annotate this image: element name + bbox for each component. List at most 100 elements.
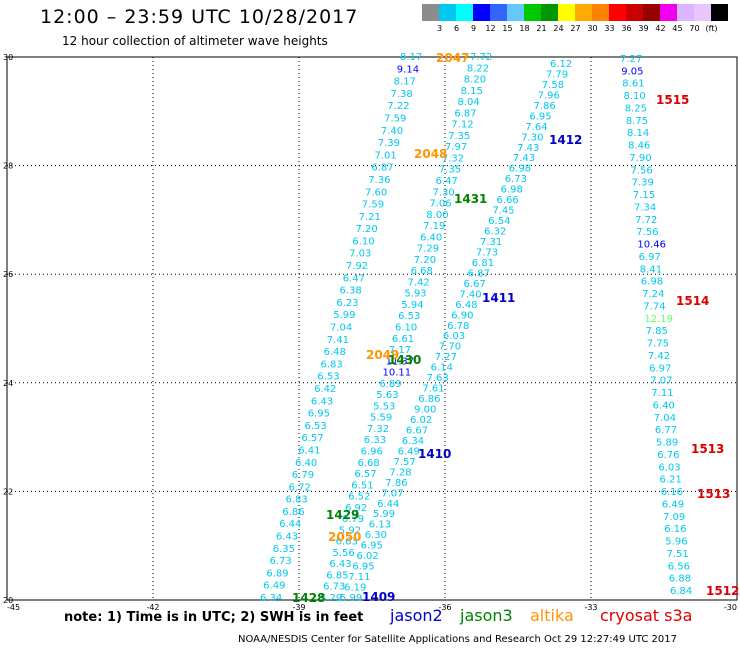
lon-tick-label: -30 bbox=[724, 603, 737, 612]
wave-height-label: 7.59 bbox=[362, 200, 384, 211]
wave-height-label: 7.97 bbox=[445, 142, 467, 153]
scale-swatch bbox=[609, 4, 626, 21]
wave-height-label: 7.60 bbox=[365, 187, 387, 198]
wave-height-label: 8.41 bbox=[640, 264, 662, 275]
wave-height-label: 7.24 bbox=[642, 289, 664, 300]
scale-swatch bbox=[626, 4, 643, 21]
wave-height-label: 7.15 bbox=[633, 190, 655, 201]
wave-height-label: 6.66 bbox=[497, 195, 519, 206]
wave-height-label: 7.41 bbox=[327, 335, 349, 346]
scale-label: 12 bbox=[485, 24, 496, 33]
scale-label: 33 bbox=[604, 24, 615, 33]
wave-height-label: 6.89 bbox=[379, 379, 401, 390]
wave-height-label: 7.56 bbox=[631, 165, 653, 176]
scale-label: 36 bbox=[621, 24, 632, 33]
wave-height-label: 6.03 bbox=[443, 331, 465, 342]
wave-height-label: 6.30 bbox=[365, 530, 387, 541]
pass-number-label: 1430 bbox=[388, 353, 421, 367]
wave-height-label: 5.63 bbox=[376, 390, 398, 401]
wave-height-label: 7.86 bbox=[385, 478, 407, 489]
wave-height-label: 6.10 bbox=[352, 236, 374, 247]
wave-height-label: 7.39 bbox=[378, 138, 400, 149]
wave-height-label: 7.09 bbox=[663, 512, 685, 523]
wave-height-label: 5.29 bbox=[320, 593, 342, 604]
wave-height-label: 6.78 bbox=[447, 321, 469, 332]
wave-height-label: 6.87 bbox=[468, 268, 490, 279]
lat-tick-label: 24 bbox=[3, 379, 13, 388]
wave-height-label: 7.27 bbox=[620, 54, 642, 65]
wave-height-label: 6.83 bbox=[286, 495, 308, 506]
scale-swatch bbox=[473, 4, 490, 21]
wave-height-label: 6.73 bbox=[270, 556, 292, 567]
wave-height-label: 5.99 bbox=[373, 509, 395, 520]
wave-height-label: 6.98 bbox=[501, 185, 523, 196]
wave-height-label: 6.16 bbox=[661, 487, 683, 498]
lon-tick-label: -33 bbox=[584, 603, 597, 612]
footnote: note: 1) Time is in UTC; 2) SWH is in fe… bbox=[64, 610, 364, 625]
wave-height-label: 12.19 bbox=[644, 314, 673, 325]
scale-swatch bbox=[490, 4, 507, 21]
wave-height-label: 7.43 bbox=[517, 143, 539, 154]
wave-height-label: 5.56 bbox=[333, 548, 355, 559]
scale-swatch bbox=[643, 4, 660, 21]
wave-height-label: 7.32 bbox=[367, 424, 389, 435]
map-subtitle: 12 hour collection of altimeter wave hei… bbox=[62, 34, 328, 48]
wave-height-label: 6.44 bbox=[279, 519, 301, 530]
wave-height-label: 7.57 bbox=[394, 457, 416, 468]
wave-height-label: 8.20 bbox=[464, 75, 486, 86]
wave-height-label: 6.40 bbox=[653, 400, 675, 411]
wave-height-label: 7.96 bbox=[538, 90, 560, 101]
lon-tick-label: -39 bbox=[292, 603, 305, 612]
pass-number-label: 1410 bbox=[418, 447, 451, 461]
scale-label: 70 bbox=[689, 24, 700, 33]
wave-height-label: 6.33 bbox=[364, 435, 386, 446]
wave-height-label: 6.42 bbox=[314, 384, 336, 395]
wave-height-label: 7.43 bbox=[513, 153, 535, 164]
wave-height-label: 5.59 bbox=[370, 413, 392, 424]
wave-height-label: 6.53 bbox=[317, 372, 339, 383]
wave-height-label: 6.23 bbox=[336, 298, 358, 309]
wave-height-label: 5.53 bbox=[373, 401, 395, 412]
wave-height-label: 6.97 bbox=[649, 363, 671, 374]
wave-height-label: 6.68 bbox=[411, 266, 433, 277]
wave-height-label: 6.40 bbox=[295, 458, 317, 469]
wave-height-label: 7.04 bbox=[654, 413, 676, 424]
longitude-tick-labels: -45 -42 -39 -36 -33 -30 bbox=[7, 603, 737, 612]
map-title: 12:00 – 23:59 UTC 10/28/2017 bbox=[40, 6, 359, 28]
wave-height-label: 10.11 bbox=[383, 368, 412, 379]
scale-swatch bbox=[524, 4, 541, 21]
credit-line: NOAA/NESDIS Center for Satellite Applica… bbox=[238, 634, 677, 645]
wave-height-label: 6.13 bbox=[369, 520, 391, 531]
pass-number-label: 1513 bbox=[697, 487, 730, 501]
wave-height-label: 6.90 bbox=[451, 310, 473, 321]
scale-swatch bbox=[439, 4, 456, 21]
wave-height-label: 7.61 bbox=[422, 384, 444, 395]
wave-height-label: 9.14 bbox=[397, 64, 419, 75]
wave-height-label: 7.92 bbox=[346, 261, 368, 272]
wave-height-label: 8.25 bbox=[625, 104, 647, 115]
wave-height-label: 6.53 bbox=[398, 311, 420, 322]
wave-height-label: 11.37 bbox=[386, 356, 415, 367]
wave-height-label: 7.35 bbox=[439, 165, 461, 176]
scale-label: 30 bbox=[587, 24, 598, 33]
wave-height-label: 7.42 bbox=[648, 351, 670, 362]
wave-height-label: 5.99 bbox=[333, 310, 355, 321]
wave-height-label: 8.75 bbox=[626, 116, 648, 127]
scale-swatch bbox=[422, 4, 439, 21]
lat-tick-label: 26 bbox=[3, 270, 13, 279]
scale-label: 15 bbox=[502, 24, 513, 33]
wave-height-label: 7.79 bbox=[546, 70, 568, 81]
wave-height-label: 7.63 bbox=[427, 373, 449, 384]
wave-height-label: 7.01 bbox=[375, 150, 397, 161]
pass-number-label: 1411 bbox=[482, 291, 515, 305]
wave-height-label: 6.86 bbox=[282, 507, 304, 518]
scale-label: 18 bbox=[519, 24, 530, 33]
wave-height-label: 7.64 bbox=[525, 122, 547, 133]
satellite-legend-item: jason3 bbox=[460, 606, 513, 625]
wave-height-label: 6.34 bbox=[260, 593, 282, 604]
scale-swatch bbox=[660, 4, 677, 21]
wave-height-label: 7.58 bbox=[542, 80, 564, 91]
wave-height-label: 6.92 bbox=[345, 503, 367, 514]
wave-height-label: 6.68 bbox=[358, 458, 380, 469]
